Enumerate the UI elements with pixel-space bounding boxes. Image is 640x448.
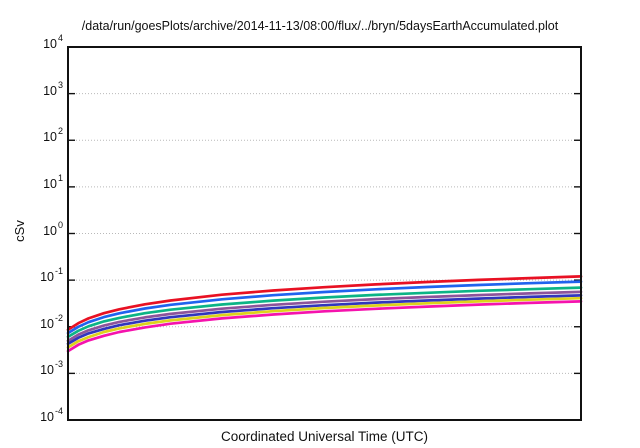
series-line-accumulated-dose-blue xyxy=(66,280,583,335)
series-line-accumulated-dose-red xyxy=(66,275,583,332)
y-axis-tick-label: 10 0 xyxy=(43,219,63,238)
y-axis-tick-label: 10 -1 xyxy=(40,266,63,285)
y-axis-tick-label: 10 4 xyxy=(43,33,63,52)
series-line-accumulated-dose-purple xyxy=(66,290,583,343)
series-line-accumulated-dose-magenta xyxy=(66,300,583,353)
series-line-accumulated-dose-yellow xyxy=(66,296,583,349)
y-axis-tick-label: 10 -3 xyxy=(40,359,63,378)
y-axis-tick-label: 10 2 xyxy=(43,126,63,145)
y-axis-tick-label: 10 -2 xyxy=(40,312,63,331)
series-line-accumulated-dose-navy xyxy=(66,294,583,346)
y-axis-title: cSv xyxy=(12,220,27,242)
x-axis-title: Coordinated Universal Time (UTC) xyxy=(220,429,429,444)
y-axis-tick-label: 10 -4 xyxy=(40,406,63,425)
plot-title: /data/run/goesPlots/archive/2014-11-13/0… xyxy=(81,19,559,33)
plot-frame xyxy=(67,46,582,421)
y-axis-tick-label: 10 1 xyxy=(43,172,63,191)
series-line-accumulated-dose-teal xyxy=(66,286,583,339)
y-axis-tick-label: 10 3 xyxy=(43,79,63,98)
